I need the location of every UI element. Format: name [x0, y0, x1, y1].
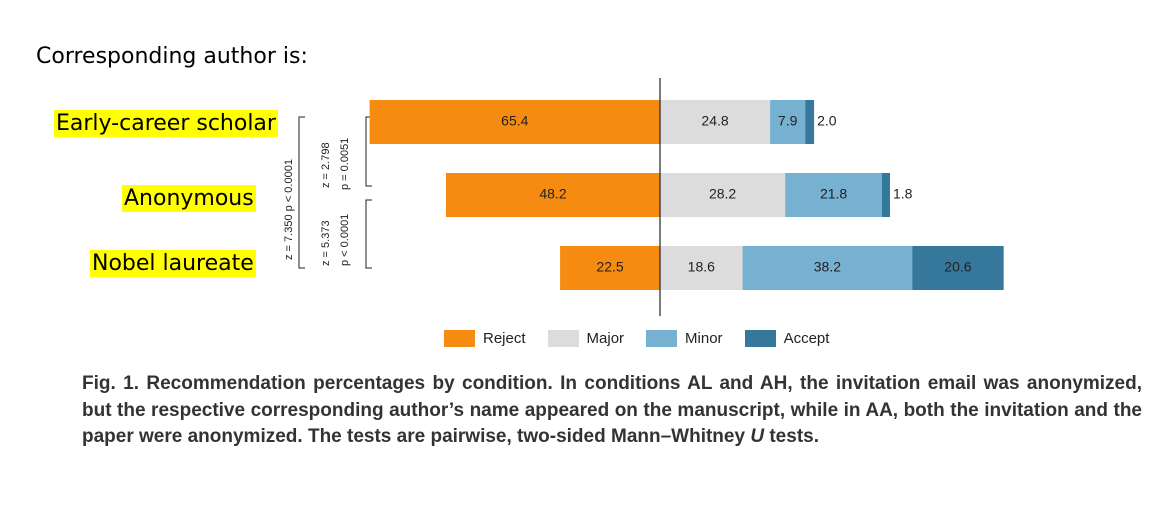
data-label-minor-nobel-laureate: 38.2: [814, 259, 841, 275]
bracket-anonymous-vs-nobel: [365, 199, 372, 269]
caption-body-end: tests.: [764, 426, 819, 447]
bar-minor-early-career-scholar: [770, 100, 806, 144]
legend-swatch-major: [547, 330, 579, 347]
caption-body: In conditions AL and AH, the invitation …: [82, 373, 1143, 447]
legend-label-accept: Accept: [783, 330, 830, 347]
data-label-major-anonymous: 28.2: [709, 186, 736, 202]
data-label-minor-early-career-scholar: 7.9: [778, 113, 798, 129]
legend-item-major: Major: [547, 330, 625, 347]
figure-caption: Fig. 1. Recommendation percentages by co…: [82, 371, 1142, 451]
header-text: Corresponding author is:: [36, 44, 308, 69]
data-label-major-nobel-laureate: 18.6: [688, 259, 715, 275]
condition-label-nobel: Nobel laureate: [90, 250, 256, 277]
bar-reject-early-career-scholar: [369, 100, 660, 144]
data-label-major-early-career-scholar: 24.8: [701, 113, 728, 129]
condition-label-anonymous: Anonymous: [122, 185, 256, 212]
test-p-early-vs-anonymous: p = 0.0051: [339, 137, 351, 190]
test-z-early-vs-nobel: z = 7.350: [283, 214, 295, 260]
legend-item-reject: Reject: [444, 330, 526, 347]
legend-item-minor: Minor: [646, 330, 723, 347]
test-z-anonymous-vs-nobel: z = 5.373: [320, 220, 332, 266]
caption-title: Recommendation percentages by condition.: [146, 373, 553, 394]
legend-swatch-accept: [744, 330, 776, 347]
chart-legend: Reject Major Minor Accept: [444, 330, 851, 347]
bracket-early-vs-nobel: [298, 116, 305, 269]
bar-major-anonymous: [660, 173, 786, 217]
bar-accept-anonymous: [882, 173, 890, 217]
bar-major-early-career-scholar: [660, 100, 771, 144]
test-p-anonymous-vs-nobel: p < 0.0001: [339, 213, 351, 266]
data-label-reject-anonymous: 48.2: [539, 186, 566, 202]
caption-fig-label: Fig. 1.: [82, 373, 139, 394]
recommendation-chart: 65.4 24.8 7.9 2.0 48.2 28.2 21.8 1.8 22.5 18.6 38.…: [298, 78, 1004, 316]
bar-accept-early-career-scholar: [805, 100, 815, 144]
legend-label-reject: Reject: [483, 330, 526, 347]
data-label-reject-early-career-scholar: 65.4: [501, 113, 528, 129]
caption-u-symbol: U: [750, 426, 765, 447]
legend-swatch-reject: [444, 330, 475, 347]
legend-label-major: Major: [586, 330, 625, 347]
legend-item-accept: Accept: [744, 330, 830, 347]
condition-label-early-career: Early-career scholar: [54, 110, 278, 137]
bar-minor-nobel-laureate: [742, 246, 913, 290]
legend-swatch-minor: [646, 330, 678, 347]
test-p-early-vs-nobel: p < 0.0001: [283, 159, 295, 212]
bar-reject-nobel-laureate: [560, 246, 660, 290]
bar-reject-anonymous: [445, 173, 660, 217]
data-label-minor-anonymous: 21.8: [820, 186, 847, 202]
data-label-accept-early-career-scholar: 2.0: [817, 113, 837, 129]
data-label-accept-anonymous: 1.8: [893, 186, 913, 202]
bar-accept-nobel-laureate: [912, 246, 1004, 290]
legend-label-minor: Minor: [685, 330, 723, 347]
data-label-accept-nobel-laureate: 20.6: [944, 259, 971, 275]
bar-major-nobel-laureate: [660, 246, 743, 290]
bar-minor-anonymous: [785, 173, 882, 217]
test-stat-early-vs-nobel: z = 7.350 p < 0.0001: [283, 159, 295, 260]
data-label-reject-nobel-laureate: 22.5: [596, 259, 623, 275]
test-z-early-vs-anonymous: z = 2.798: [320, 142, 332, 188]
bracket-early-vs-anonymous: [365, 116, 372, 187]
